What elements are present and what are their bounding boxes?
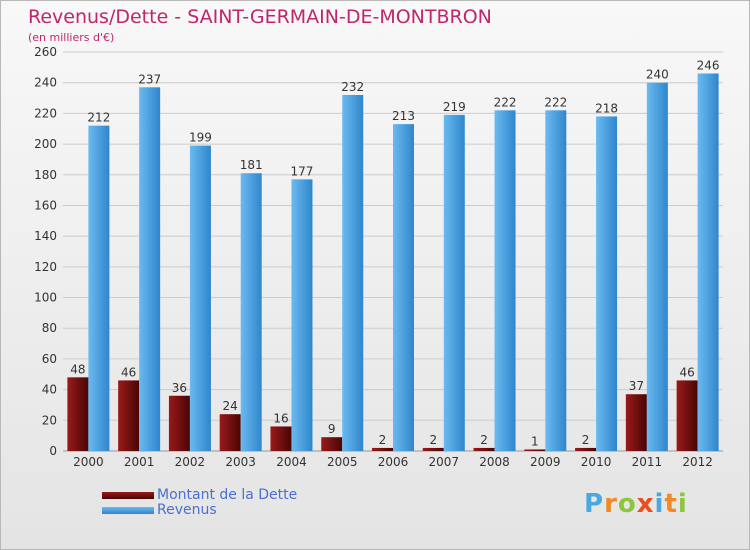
y-axis-ticks: 0 20 40 60 80 100 120 140 160 180 200 220 240 260 bbox=[34, 45, 57, 458]
x-tick-label: 2000 bbox=[73, 455, 104, 469]
legend-label-revenus: Revenus bbox=[157, 502, 217, 518]
x-tick-label: 2011 bbox=[632, 455, 663, 469]
data-label-revenus: 240 bbox=[646, 68, 669, 82]
y-tick-label: 80 bbox=[42, 321, 57, 335]
data-label-dette: 1 bbox=[531, 434, 539, 448]
bar-dette bbox=[524, 449, 546, 451]
bar-revenus bbox=[88, 125, 110, 452]
data-label-dette: 24 bbox=[223, 399, 238, 413]
logo-letter: t bbox=[664, 489, 678, 519]
data-label-revenus: 232 bbox=[341, 80, 364, 94]
chart-subtitle: (en milliers d'€) bbox=[28, 31, 115, 44]
bar-dette bbox=[118, 380, 140, 451]
data-label-dette: 2 bbox=[480, 433, 488, 447]
logo-letter: i bbox=[677, 489, 688, 519]
y-tick-label: 220 bbox=[34, 106, 57, 120]
bar-dette bbox=[168, 395, 190, 451]
bar-revenus bbox=[697, 73, 719, 451]
y-tick-label: 240 bbox=[34, 76, 57, 90]
x-tick-label: 2007 bbox=[428, 455, 459, 469]
y-tick-label: 60 bbox=[42, 352, 57, 366]
data-label-revenus: 222 bbox=[544, 95, 567, 109]
y-tick-label: 20 bbox=[42, 413, 57, 427]
bar-dette bbox=[270, 426, 292, 451]
logo-letter: i bbox=[654, 489, 665, 519]
x-axis-ticks: 2000 2001 2002 2003 2004 2005 2006 2007 2008 2009… bbox=[73, 455, 713, 469]
y-tick-label: 160 bbox=[34, 198, 57, 212]
x-tick-label: 2005 bbox=[327, 455, 358, 469]
data-label-revenus: 218 bbox=[595, 101, 618, 115]
x-tick-label: 2003 bbox=[225, 455, 256, 469]
x-tick-label: 2008 bbox=[479, 455, 510, 469]
data-label-revenus: 181 bbox=[240, 158, 263, 172]
data-label-revenus: 177 bbox=[291, 164, 314, 178]
y-tick-label: 140 bbox=[34, 229, 57, 243]
bar-dette bbox=[676, 380, 698, 451]
bar-revenus bbox=[189, 145, 211, 451]
bar-revenus bbox=[646, 82, 668, 451]
legend-swatch-revenus bbox=[102, 507, 154, 514]
proxiti-logo: Proxiti bbox=[584, 489, 688, 519]
bar-revenus bbox=[494, 110, 516, 452]
data-label-dette: 36 bbox=[172, 381, 187, 395]
bar-dette bbox=[422, 447, 444, 451]
data-label-dette: 9 bbox=[328, 422, 336, 436]
x-tick-label: 2012 bbox=[682, 455, 713, 469]
bar-dette bbox=[321, 437, 343, 451]
data-label-dette: 46 bbox=[121, 365, 136, 379]
y-tick-label: 120 bbox=[34, 260, 57, 274]
data-label-dette: 16 bbox=[273, 411, 288, 425]
x-tick-label: 2002 bbox=[175, 455, 206, 469]
bar-dette bbox=[67, 377, 89, 451]
data-label-revenus: 199 bbox=[189, 131, 212, 145]
y-tick-label: 180 bbox=[34, 168, 57, 182]
data-label-dette: 37 bbox=[629, 379, 644, 393]
bar-dette bbox=[575, 447, 597, 451]
legend-label-dette: Montant de la Dette bbox=[157, 487, 298, 503]
y-tick-label: 200 bbox=[34, 137, 57, 151]
logo-letter: P bbox=[584, 489, 605, 519]
bar-dette bbox=[625, 394, 647, 451]
bar-revenus bbox=[342, 94, 364, 451]
bar-layer bbox=[67, 73, 719, 452]
bar-revenus bbox=[443, 114, 465, 452]
data-label-dette: 2 bbox=[379, 433, 387, 447]
x-tick-label: 2010 bbox=[581, 455, 612, 469]
bar-revenus bbox=[596, 116, 618, 451]
logo-letter: x bbox=[636, 489, 655, 519]
bar-revenus bbox=[240, 173, 262, 451]
bar-revenus bbox=[393, 124, 414, 451]
x-tick-label: 2004 bbox=[276, 455, 307, 469]
data-label-dette: 46 bbox=[679, 365, 694, 379]
chart-title: Revenus/Dette - SAINT-GERMAIN-DE-MONTBRO… bbox=[28, 6, 492, 28]
y-tick-label: 0 bbox=[49, 444, 57, 458]
bar-revenus bbox=[545, 110, 567, 452]
logo-letter: r bbox=[604, 489, 618, 519]
data-label-dette: 2 bbox=[582, 433, 590, 447]
y-tick-label: 260 bbox=[34, 45, 57, 59]
data-label-revenus: 213 bbox=[392, 109, 415, 123]
data-label-revenus: 212 bbox=[87, 111, 110, 125]
data-label-revenus: 222 bbox=[494, 95, 517, 109]
data-label-revenus: 246 bbox=[697, 58, 720, 72]
data-label-revenus: 237 bbox=[138, 72, 161, 86]
y-tick-label: 40 bbox=[42, 383, 57, 397]
data-label-revenus: 219 bbox=[443, 100, 466, 114]
y-tick-label: 100 bbox=[34, 291, 57, 305]
bar-dette bbox=[219, 414, 241, 451]
x-tick-label: 2001 bbox=[124, 455, 155, 469]
x-tick-label: 2006 bbox=[378, 455, 409, 469]
bar-revenus bbox=[139, 87, 161, 452]
bar-dette bbox=[372, 447, 393, 451]
x-tick-label: 2009 bbox=[530, 455, 561, 469]
legend-swatch-dette bbox=[102, 492, 154, 499]
data-label-layer: 4821246237361992418116177923222132219222… bbox=[70, 58, 719, 448]
data-label-dette: 48 bbox=[70, 362, 85, 376]
bar-dette bbox=[473, 447, 495, 451]
data-label-dette: 2 bbox=[429, 433, 437, 447]
bar-revenus bbox=[291, 179, 313, 451]
logo-letter: o bbox=[617, 489, 637, 519]
